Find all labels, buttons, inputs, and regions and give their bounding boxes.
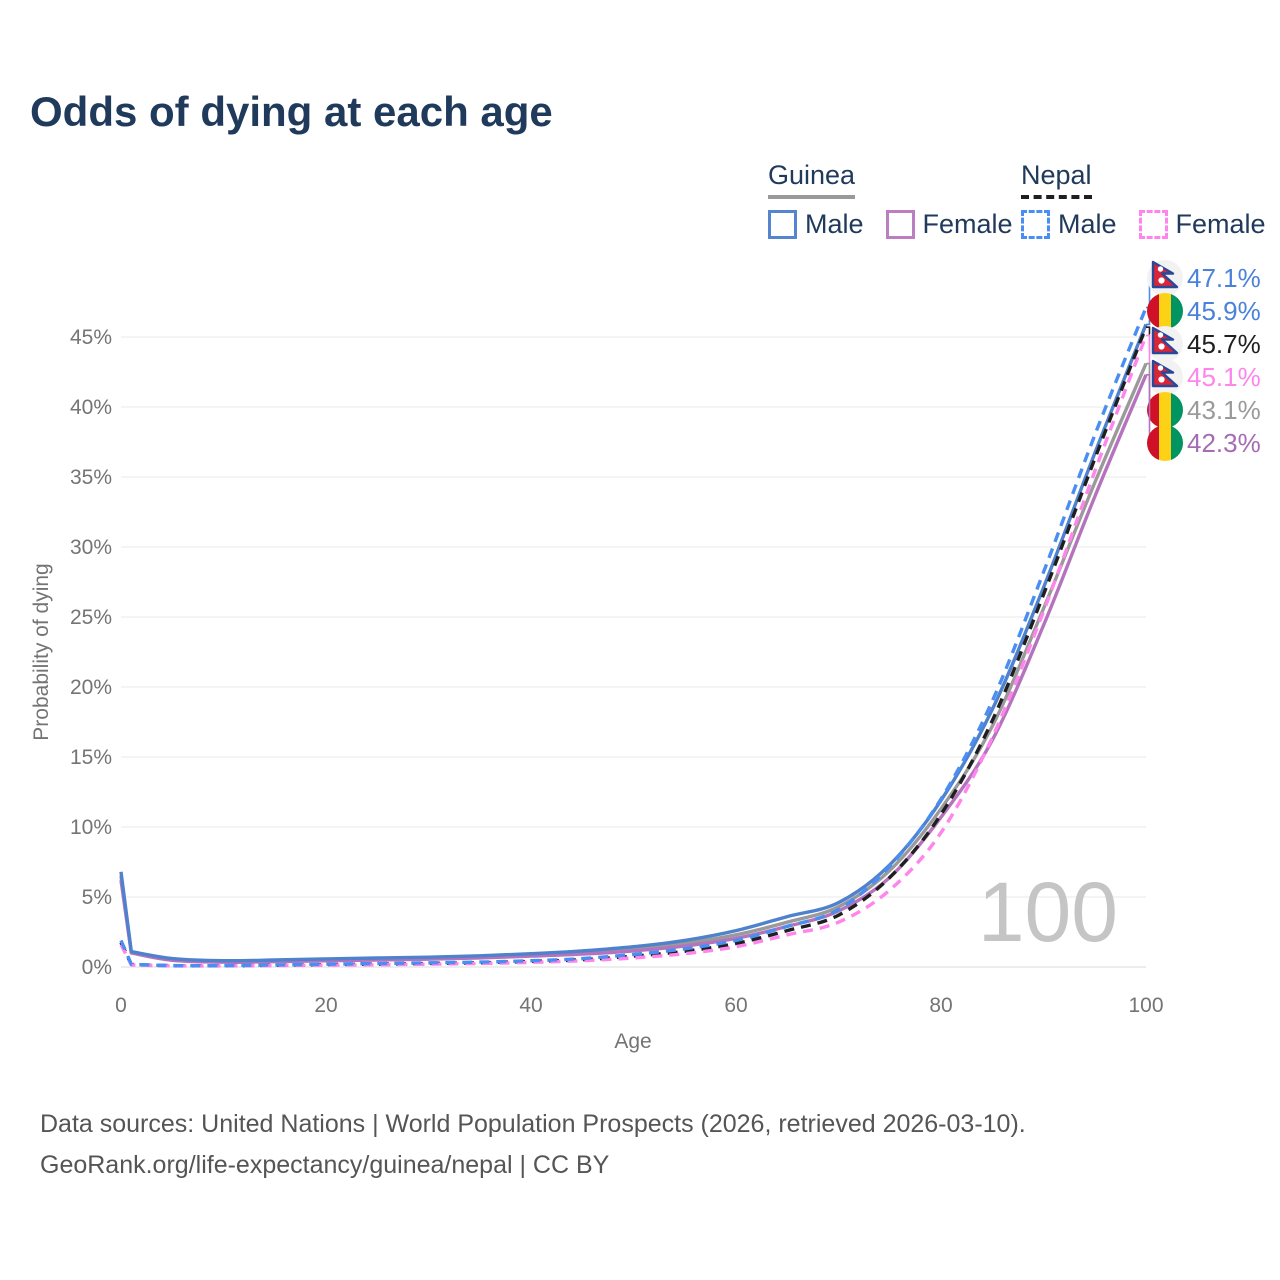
- line-swatch-icon: [885, 210, 915, 239]
- x-tick-label: 40: [519, 994, 542, 1017]
- legend-item-guinea-female[interactable]: Female: [885, 209, 1013, 240]
- legend-group-nepal: Nepal Male Female: [1021, 160, 1266, 240]
- gridlines: [121, 336, 1146, 968]
- x-axis-title: Age: [614, 1030, 651, 1053]
- y-tick-label: 40%: [70, 396, 112, 419]
- legend-group-title-nepal: Nepal: [1021, 160, 1092, 199]
- y-tick-label: 45%: [70, 326, 112, 349]
- legend-row-guinea: Male Female: [768, 209, 1013, 240]
- flag-icon-nepal: [1147, 326, 1183, 362]
- series-line-nepal-all: [119, 326, 1148, 968]
- flag-icon-nepal: [1147, 260, 1183, 296]
- data-source-footer: Data sources: United Nations | World Pop…: [40, 1104, 1026, 1186]
- x-tick-label: 80: [929, 994, 952, 1017]
- end-label-value: 43.1%: [1187, 395, 1261, 425]
- y-tick-label: 5%: [82, 886, 112, 909]
- legend-group-guinea: Guinea Male Female: [768, 160, 1013, 240]
- line-swatch-icon: [768, 210, 797, 239]
- data-source-line: Data sources: United Nations | World Pop…: [40, 1110, 1026, 1138]
- series-line-guinea-female: [119, 374, 1148, 964]
- legend-item-nepal-male[interactable]: Male: [1021, 209, 1117, 240]
- y-tick-label: 0%: [82, 956, 112, 979]
- y-tick-label: 30%: [70, 536, 112, 559]
- line-swatch-icon: [1138, 210, 1168, 239]
- page-title: Odds of dying at each age: [30, 88, 553, 135]
- attribution-line: GeoRank.org/life-expectancy/guinea/nepal…: [40, 1151, 610, 1179]
- y-tick-label: 25%: [70, 606, 112, 629]
- end-label-value: 42.3%: [1187, 428, 1261, 458]
- legend-item-label: Male: [1058, 209, 1117, 239]
- series-line-nepal-female: [119, 335, 1148, 968]
- series-line-nepal-male: [119, 306, 1148, 968]
- x-tick-label: 20: [314, 994, 337, 1017]
- axis-ticks: 0% 5% 10% 15% 20% 25% 30% 35% 40% 45% 0 20 40 60 80 100: [70, 326, 1164, 1017]
- y-tick-label: 10%: [70, 816, 112, 839]
- legend-item-label: Male: [805, 209, 864, 239]
- flag-icon-guinea: [1147, 293, 1183, 329]
- legend-item-label: Female: [1175, 209, 1266, 239]
- age-watermark: 100: [978, 865, 1118, 959]
- flag-icon-guinea: [1147, 425, 1183, 461]
- x-tick-label: 100: [1128, 994, 1163, 1017]
- series-line-guinea-male: [119, 323, 1148, 963]
- legend-item-nepal-female[interactable]: Female: [1138, 209, 1266, 240]
- flag-icon-nepal: [1147, 359, 1183, 395]
- end-labels: 47.1%45.9%45.7%45.1%43.1%42.3%: [1146, 260, 1261, 461]
- legend-row-nepal: Male Female: [1021, 209, 1266, 240]
- y-tick-label: 20%: [70, 676, 112, 699]
- y-axis-title: Probability of dying: [30, 563, 53, 740]
- y-tick-label: 35%: [70, 466, 112, 489]
- end-label-value: 45.1%: [1187, 362, 1261, 392]
- flag-icon-guinea: [1147, 392, 1183, 428]
- legend-group-title-guinea: Guinea: [768, 160, 856, 199]
- end-label-value: 45.9%: [1187, 296, 1261, 326]
- series-lines: [119, 306, 1148, 968]
- y-tick-label: 15%: [70, 746, 112, 769]
- end-label-value: 47.1%: [1187, 263, 1261, 293]
- x-tick-label: 60: [724, 994, 747, 1017]
- legend-item-guinea-male[interactable]: Male: [768, 209, 864, 240]
- legend-item-label: Female: [922, 209, 1013, 239]
- x-tick-label: 0: [115, 994, 127, 1017]
- end-label-value: 45.7%: [1187, 329, 1261, 359]
- line-swatch-icon: [1021, 210, 1050, 239]
